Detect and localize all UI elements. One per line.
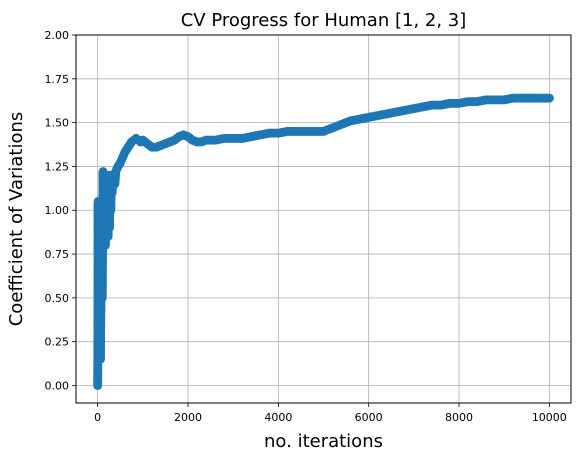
y-tick-label: 1.00 <box>45 204 70 217</box>
x-tick-label: 4000 <box>264 411 292 424</box>
x-tick-label: 8000 <box>445 411 473 424</box>
x-tick-label: 2000 <box>174 411 202 424</box>
data-points <box>93 93 554 390</box>
x-axis-ticks: 0 2000 4000 6000 8000 10000 <box>94 403 567 424</box>
x-tick-label: 0 <box>94 411 101 424</box>
plot-frame <box>75 34 572 404</box>
x-tick-label: 6000 <box>355 411 383 424</box>
y-tick-label: 0.00 <box>45 379 70 392</box>
x-tick-label: 10000 <box>532 411 567 424</box>
y-tick-label: 2.00 <box>45 29 70 42</box>
chart-title: CV Progress for Human [1, 2, 3] <box>181 10 467 31</box>
y-axis-ticks: 0.00 0.25 0.50 0.75 1.00 1.25 1.50 1.75 2.00 <box>45 29 76 392</box>
y-tick-label: 1.75 <box>45 73 70 86</box>
y-tick-label: 0.75 <box>45 248 70 261</box>
data-point <box>544 93 554 103</box>
x-axis-label: no. iterations <box>264 431 383 452</box>
y-tick-label: 1.50 <box>45 117 70 130</box>
y-tick-label: 1.25 <box>45 160 70 173</box>
y-tick-label: 0.50 <box>45 292 70 305</box>
y-axis-label: Coefficient of Variations <box>6 112 27 327</box>
y-tick-label: 0.25 <box>45 336 70 349</box>
